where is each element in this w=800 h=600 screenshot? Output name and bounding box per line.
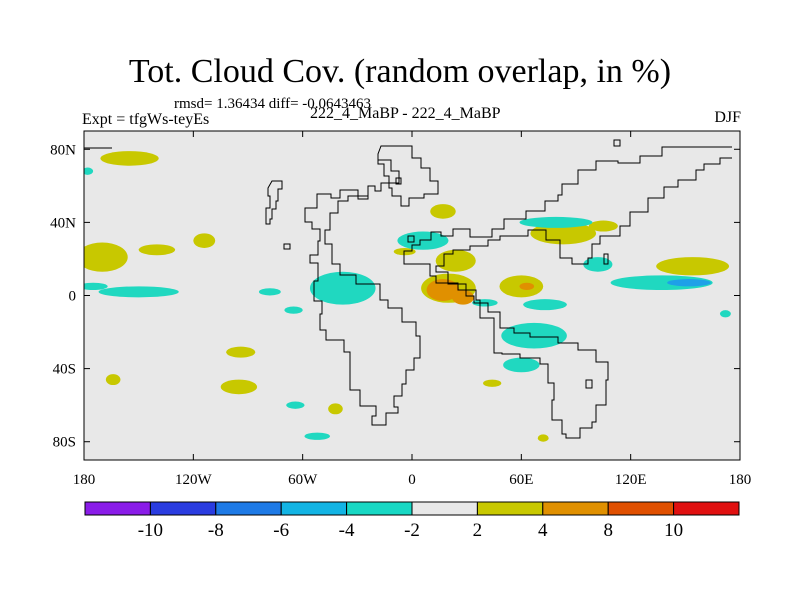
anomaly-region-negative-2-4 <box>84 282 108 291</box>
anomaly-field <box>84 151 731 442</box>
anomaly-region-negative-2-4 <box>309 271 376 305</box>
anomaly-region-positive-2-4 <box>588 220 618 232</box>
longitude-axis: 180 120W 60W 0 60E 120E 180 <box>73 131 752 488</box>
colorbar-label: -2 <box>404 520 420 541</box>
eurasia-africa-coastline <box>403 146 732 439</box>
colorbar-label: 2 <box>473 520 483 541</box>
anomaly-region-negative-2-4 <box>258 288 281 296</box>
case-comparison-label: 222_4_MaBP - 222_4_MaBP <box>310 105 501 122</box>
map-background <box>84 131 740 460</box>
madagascar-coastline <box>585 379 593 389</box>
colorbar-swatch <box>149 501 217 516</box>
coastlines <box>84 139 732 439</box>
colorbar-swatch <box>411 501 478 516</box>
anomaly-region-negative-2-4 <box>84 167 94 175</box>
anomaly-region-negative-2-4 <box>523 299 567 311</box>
y-tick-label: 40N <box>50 215 76 231</box>
x-tick-label: 60E <box>509 472 533 488</box>
anomaly-region-positive-2-4 <box>226 346 256 358</box>
anomaly-region-positive-2-4 <box>100 151 159 166</box>
colorbar-swatch <box>346 501 413 516</box>
anomaly-region-positive-2-4 <box>193 233 216 248</box>
anomaly-region-positive-2-4 <box>328 403 343 415</box>
anomaly-region-positive-2-4 <box>105 374 121 386</box>
anomaly-region-positive-2-4 <box>530 222 597 245</box>
anomaly-region-negative-2-4 <box>519 216 593 228</box>
anomaly-region-negative-2-4 <box>286 401 305 409</box>
season-label: DJF <box>714 109 741 126</box>
x-tick-label: 60W <box>288 472 318 488</box>
anomaly-region-positive-4-8 <box>426 279 460 301</box>
uk-coastline <box>407 235 415 243</box>
colorbar-swatch <box>215 501 282 516</box>
anomaly-region-positive-2-4 <box>430 204 456 219</box>
y-tick-label: 0 <box>69 289 77 305</box>
anomaly-region-negative-2-4 <box>304 432 330 440</box>
anomaly-region-positive-2-4 <box>537 434 549 442</box>
colorbar-swatch <box>84 501 151 516</box>
latitude-axis: 80N 40N 0 40S 80S <box>50 142 740 451</box>
colorbar-label: -4 <box>339 520 355 541</box>
colorbar-swatch <box>476 501 544 516</box>
anomaly-region-positive-4-8 <box>519 282 535 291</box>
colorbar-swatch <box>673 501 740 516</box>
y-tick-label: 80S <box>53 435 76 451</box>
colorbar-label: -8 <box>208 520 224 541</box>
x-tick-label: 180 <box>729 472 752 488</box>
americas-coastline <box>304 159 421 426</box>
anomaly-region-negative-2-4 <box>583 257 613 272</box>
colorbar: -10 -8 -6 -4 -2 2 4 8 10 <box>84 501 740 541</box>
arctic-island-coastline <box>613 139 621 147</box>
x-tick-label: 0 <box>408 472 416 488</box>
japan-coastline <box>603 253 609 265</box>
colorbar-label: 10 <box>664 520 683 541</box>
x-tick-label: 120W <box>175 472 213 488</box>
colorbar-label: 8 <box>603 520 613 541</box>
anomaly-region-positive-2-4 <box>138 244 176 256</box>
anomaly-region-negative-2-4 <box>501 322 567 349</box>
colorbar-label: -6 <box>273 520 289 541</box>
anomaly-region-negative-2-4 <box>284 306 303 314</box>
rmsd-diff-stats: rmsd= 1.36434 diff= -0.0643463 <box>174 96 372 112</box>
y-tick-label: 80N <box>50 142 76 158</box>
experiment-label: Expt = tfgWs-teyEs <box>82 111 210 128</box>
anomaly-region-positive-2-4 <box>84 242 128 272</box>
anomaly-region-negative-2-4 <box>98 286 179 298</box>
colorbar-label: 4 <box>538 520 548 541</box>
x-tick-label: 120E <box>615 472 647 488</box>
x-tick-label: 180 <box>73 472 96 488</box>
anomaly-region-positive-2-4 <box>393 247 416 256</box>
anomaly-region-positive-4-8 <box>452 290 474 305</box>
anomaly-region-positive-2-4 <box>483 379 502 387</box>
anomaly-region-positive-2-4 <box>656 257 730 276</box>
anomaly-region-positive-2-4 <box>220 379 258 395</box>
anomaly-region-negative-2-4 <box>503 357 540 373</box>
anomaly-region-negative-2-4 <box>610 275 713 291</box>
anomaly-region-positive-2-4 <box>435 249 476 272</box>
north-island-coastline <box>265 180 283 225</box>
colorbar-swatch <box>542 501 609 516</box>
colorbar-swatch <box>280 501 348 516</box>
y-tick-label: 40S <box>53 362 76 378</box>
plot-title: Tot. Cloud Cov. (random overlap, in %) <box>128 53 672 90</box>
colorbar-label: -10 <box>138 520 163 541</box>
anomaly-region-negative-2-4 <box>719 310 731 318</box>
greenland-coastline <box>377 145 439 207</box>
small-island-2 <box>283 243 291 250</box>
colorbar-swatch <box>607 501 675 516</box>
small-island-1 <box>395 177 402 185</box>
anomaly-region-negative-4-6 <box>667 279 711 287</box>
